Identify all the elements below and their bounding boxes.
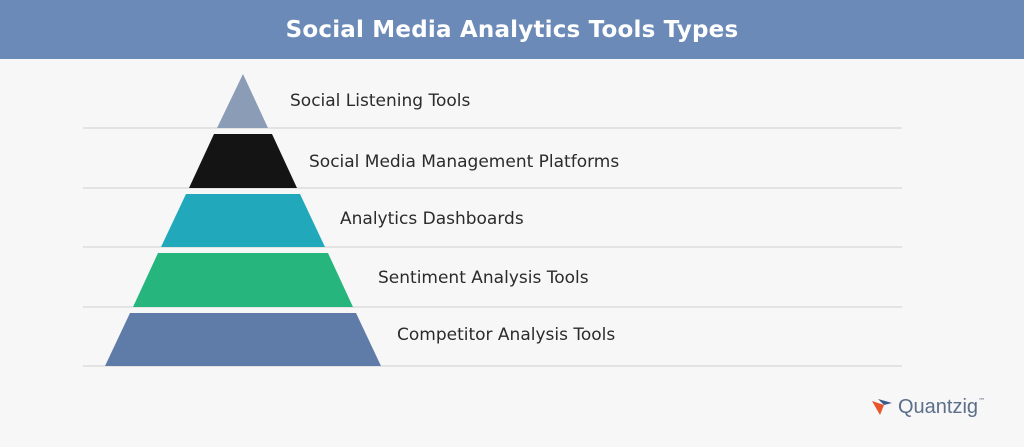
- pyramid-tier-2: [189, 134, 297, 188]
- header-banner: Social Media Analytics Tools Types: [0, 0, 1024, 59]
- pyramid-tier-1: [217, 74, 268, 128]
- logo-wordmark: Quantzig: [898, 395, 979, 418]
- tier-label-sentiment-analysis: Sentiment Analysis Tools: [378, 268, 589, 288]
- tier-label-management-platforms: Social Media Management Platforms: [309, 152, 620, 172]
- tier-label-analytics-dashboards: Analytics Dashboards: [340, 209, 524, 229]
- page-title: Social Media Analytics Tools Types: [285, 16, 739, 43]
- quantzig-logo: Quantzig ™: [870, 393, 985, 421]
- tier-label-competitor-analysis: Competitor Analysis Tools: [397, 325, 616, 345]
- tier-label-social-listening: Social Listening Tools: [290, 91, 471, 111]
- pyramid-tier-4: [133, 253, 353, 307]
- logo-trademark: ™: [978, 397, 986, 405]
- logo-mark-icon: [872, 399, 892, 415]
- pyramid-tier-3: [161, 194, 325, 247]
- pyramid-tier-5: [105, 313, 381, 366]
